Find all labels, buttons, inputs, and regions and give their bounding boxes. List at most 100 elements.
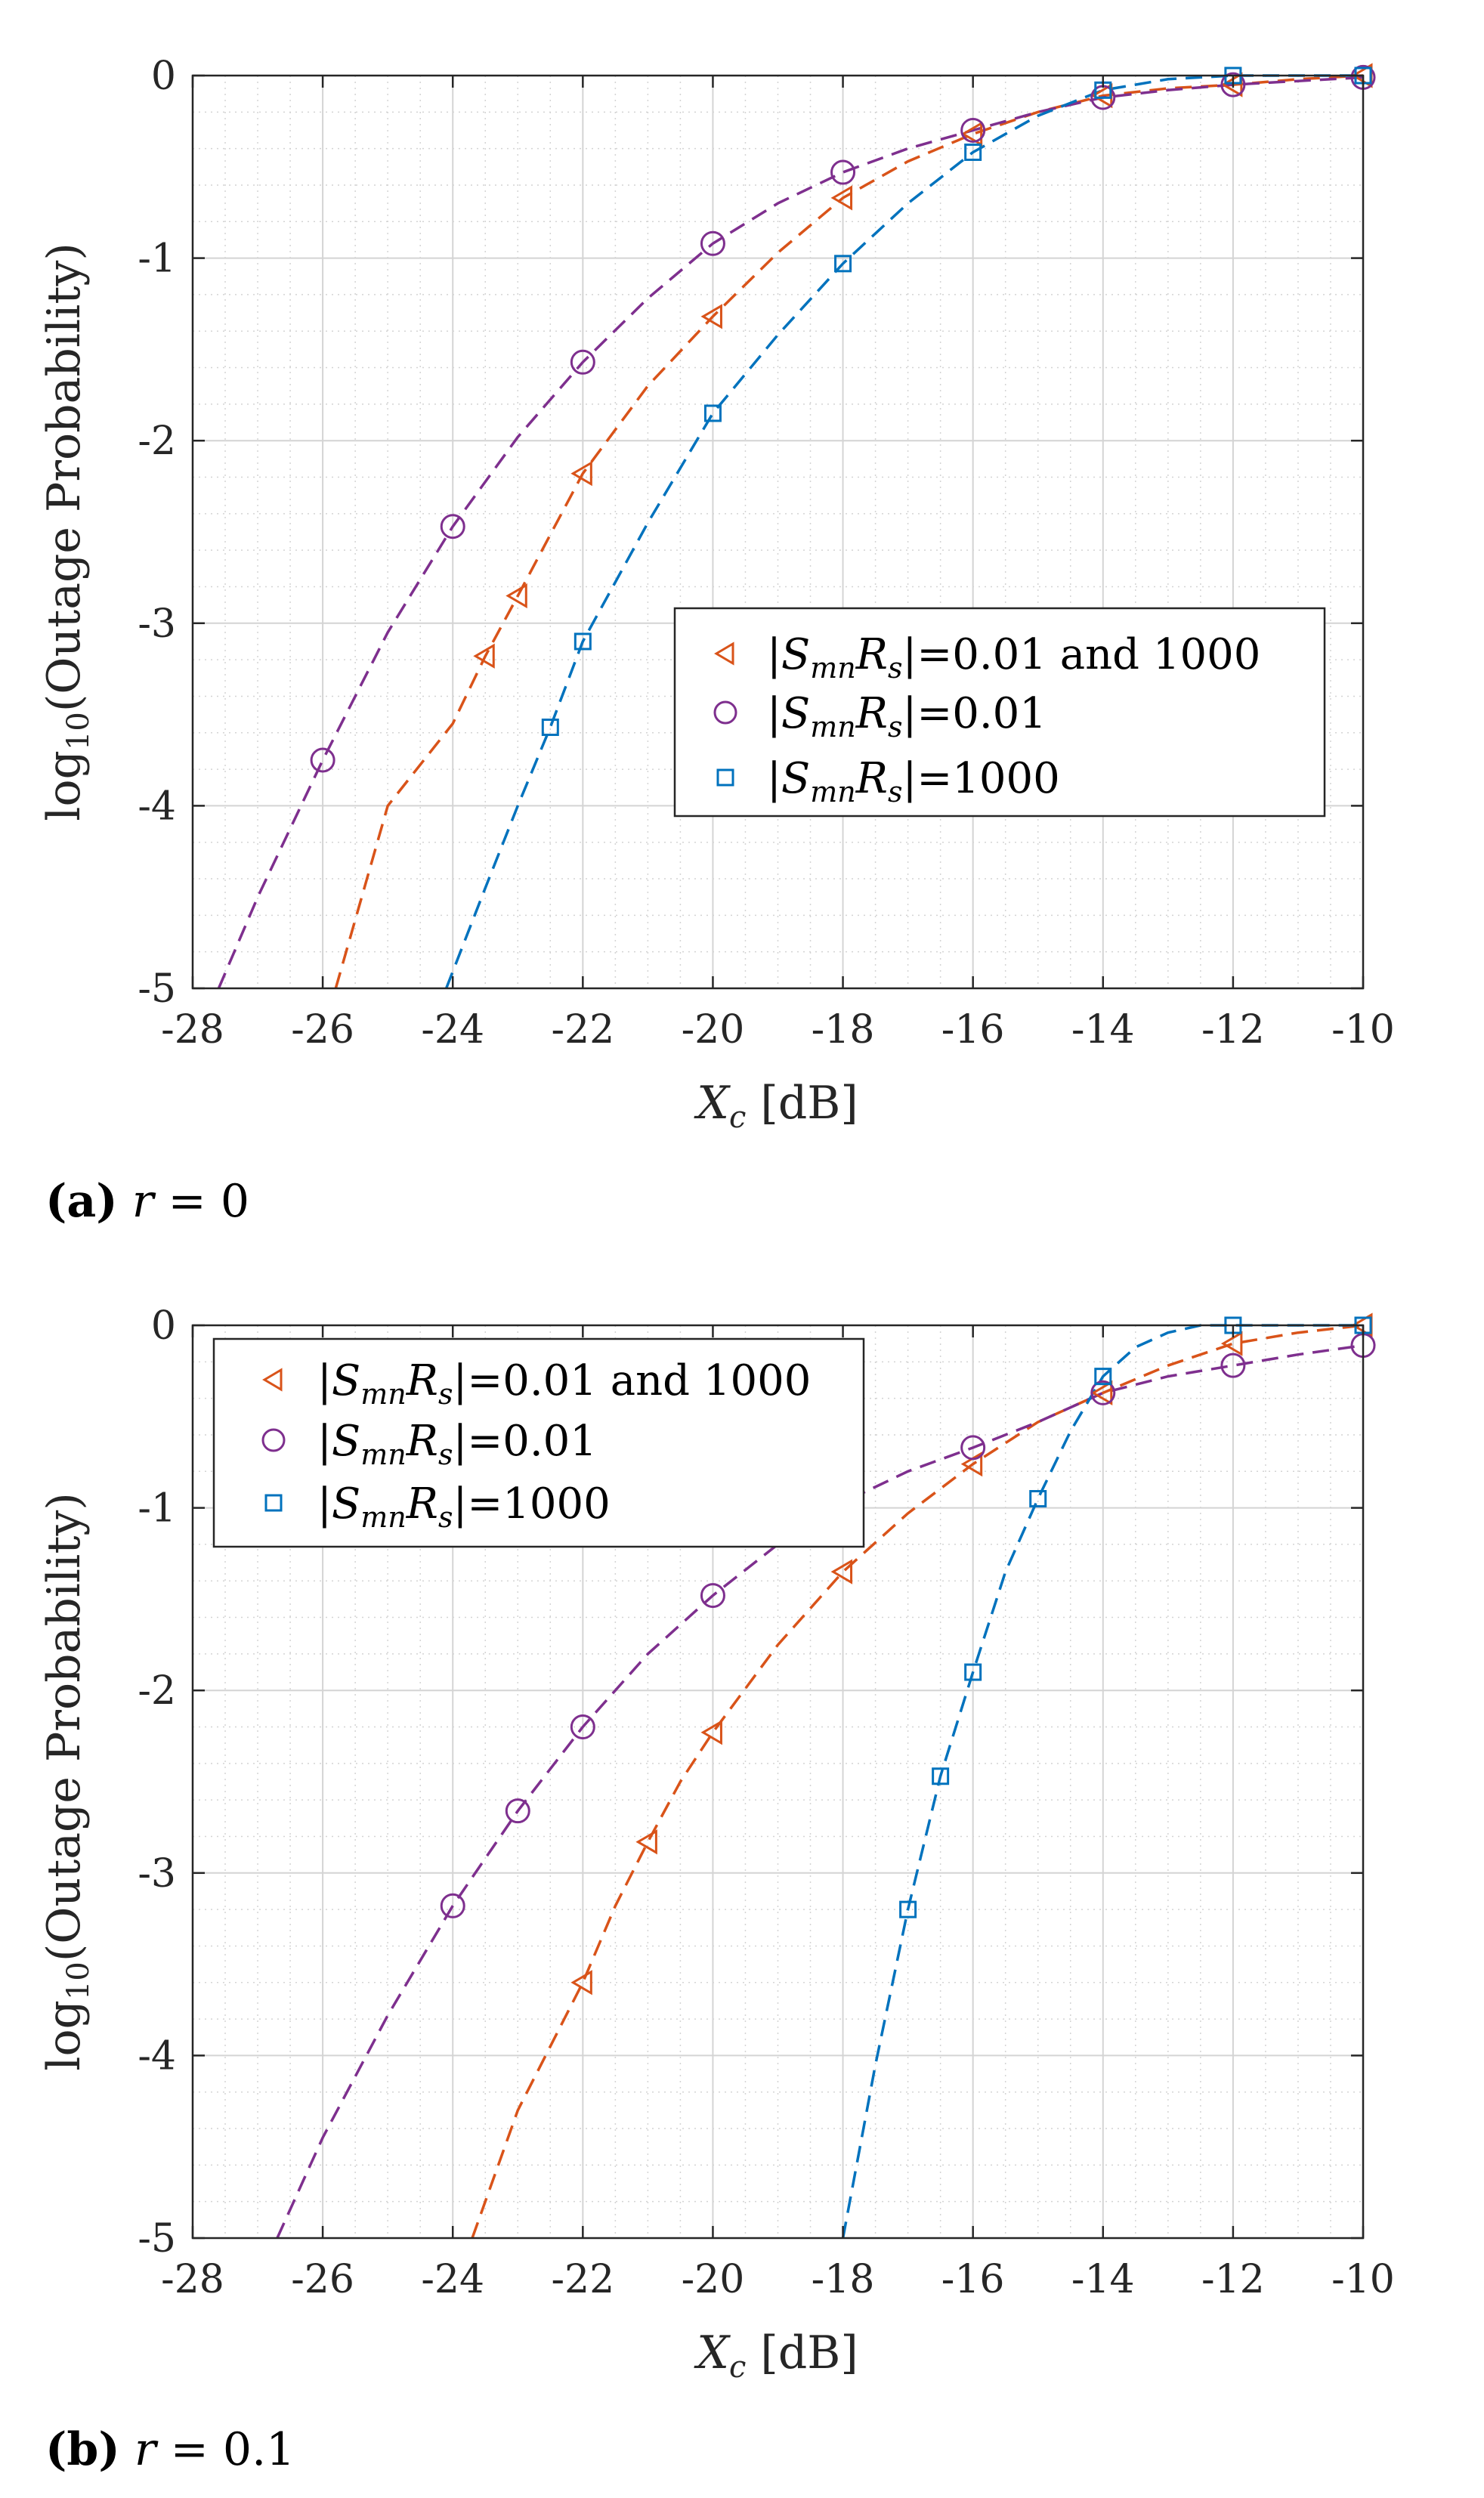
- data-point-circle: [310, 747, 335, 773]
- data-point-circle: [700, 230, 725, 256]
- legend-box: [212, 1337, 865, 1548]
- data-point-square: [541, 719, 559, 737]
- x-tick-label: -20: [682, 2257, 745, 2302]
- legend-entry-blue: |SmnRs|=1000: [317, 1479, 611, 1534]
- data-point-square: [932, 1767, 950, 1785]
- data-point-triangle: [635, 1829, 657, 1855]
- y-tick-label: -4: [138, 784, 176, 829]
- x-tick-label: -18: [812, 2257, 875, 2302]
- subcaption-b-label: (b): [45, 2423, 120, 2476]
- fit-curves: [217, 74, 1364, 989]
- data-point-triangle: [1090, 1380, 1113, 1406]
- legend-marker-square: [264, 1494, 283, 1512]
- y-tick-label: 0: [151, 54, 176, 99]
- chart-panel-b: -28 -26 -24 -22 -20 -18 -16 -14 -12 -10 0 -1 -2 -3 -4…: [38, 1303, 1395, 2476]
- legend-marker-circle: [261, 1428, 286, 1452]
- legend-marker-square: [716, 768, 734, 787]
- plot-area-background: [193, 76, 1363, 988]
- y-tick-label: -5: [138, 966, 176, 1012]
- curve-triangle-left: [334, 74, 1364, 989]
- x-tick-label: -20: [682, 1007, 745, 1053]
- y-tick-label: 0: [151, 1303, 176, 1349]
- chart-panel-a: -28 -26 -24 -22 -20 -18 -16 -14 -12 -10 0 -1 -2 -3 -4…: [38, 54, 1395, 1228]
- x-tick-label: -16: [941, 1007, 1005, 1053]
- plot-area-frame: [191, 74, 1365, 990]
- y-tick-label: -5: [138, 2216, 176, 2261]
- data-point-triangle: [505, 583, 527, 609]
- legend-entry-purple: |SmnRs|=0.01: [317, 1417, 597, 1471]
- data-point-circle: [700, 1583, 725, 1609]
- minor-grid: [193, 76, 1363, 988]
- data-point-square: [964, 143, 982, 161]
- data-point-circle: [440, 1893, 465, 1918]
- x-tick-label: -28: [161, 2257, 224, 2302]
- data-point-square: [703, 404, 722, 422]
- data-point-circle: [960, 1435, 986, 1461]
- data-point-circle: [505, 1798, 530, 1824]
- data-point-square: [899, 1900, 917, 1918]
- legend-marker-triangle: [714, 642, 734, 666]
- data-point-triangle: [473, 643, 495, 669]
- data-point-circle: [960, 117, 986, 143]
- x-tick-label: -28: [161, 1007, 224, 1053]
- data-point-triangle: [1220, 1331, 1243, 1356]
- x-tick-label: -24: [421, 1007, 484, 1053]
- legend-box: [673, 607, 1326, 818]
- x-tick-label: -22: [551, 1007, 614, 1053]
- x-tick-label: -16: [941, 2257, 1005, 2302]
- data-point-triangle: [830, 185, 853, 211]
- y-axis-label: log10(Outage Probability): [38, 243, 96, 821]
- data-point-square: [1029, 1490, 1047, 1508]
- x-tick-label: -26: [291, 1007, 354, 1053]
- subcaption-a: (a) r = 0: [45, 1175, 249, 1228]
- x-tick-label: -10: [1331, 1007, 1395, 1053]
- axis-ticks: [191, 74, 1365, 990]
- x-tick-labels: -28 -26 -24 -22 -20 -18 -16 -14 -12 -10: [161, 1007, 1395, 1053]
- x-axis-label: Xc [dB]: [694, 2326, 858, 2385]
- data-point-circle: [1220, 1353, 1246, 1378]
- x-tick-labels: -28 -26 -24 -22 -20 -18 -16 -14 -12 -10: [161, 2257, 1395, 2302]
- x-tick-label: -14: [1071, 1007, 1135, 1053]
- curve-square: [444, 74, 1363, 989]
- x-tick-label: -24: [421, 2257, 484, 2302]
- y-tick-label: -2: [138, 1668, 176, 1714]
- data-point-circle: [1220, 72, 1246, 97]
- data-point-circle: [830, 159, 856, 185]
- y-tick-label: -4: [138, 2033, 176, 2079]
- plot-area-frame: [191, 1324, 1365, 2240]
- y-tick-label: -3: [138, 1851, 176, 1897]
- legend: |SmnRs|=0.01 and 1000 |SmnRs|=0.01 |SmnR…: [212, 1337, 865, 1548]
- y-tick-label: -1: [138, 1486, 176, 1532]
- x-axis-label: Xc [dB]: [694, 1077, 858, 1135]
- x-tick-label: -12: [1201, 2257, 1265, 2302]
- y-tick-label: -1: [138, 237, 176, 282]
- y-tick-label: -3: [138, 601, 176, 647]
- legend-marker-triangle: [262, 1368, 283, 1392]
- y-tick-label: -2: [138, 419, 176, 464]
- data-point-circle: [570, 349, 595, 375]
- x-tick-label: -22: [551, 2257, 614, 2302]
- data-point-circle: [1090, 1380, 1116, 1405]
- subcaption-b: (b) r = 0.1: [45, 2423, 295, 2476]
- data-point-square: [1094, 1368, 1112, 1386]
- data-point-triangle: [570, 461, 592, 487]
- x-tick-label: -14: [1071, 2257, 1135, 2302]
- data-point-triangle: [830, 1559, 853, 1584]
- y-tick-labels: 0 -1 -2 -3 -4 -5: [138, 1303, 176, 2261]
- axis-ticks: [191, 1324, 1365, 2240]
- data-markers: [310, 63, 1376, 773]
- legend-marker-circle: [713, 700, 737, 725]
- x-tick-label: -12: [1201, 1007, 1265, 1053]
- y-axis-label: log10(Outage Probability): [38, 1492, 96, 2071]
- data-point-triangle: [700, 1720, 722, 1745]
- subcaption-a-label: (a): [45, 1175, 118, 1228]
- curve-triangle-left: [471, 1324, 1364, 2239]
- data-point-triangle: [700, 304, 722, 329]
- data-markers: [440, 1312, 1376, 1996]
- data-point-square: [834, 255, 852, 273]
- data-point-triangle: [960, 121, 983, 147]
- legend: |SmnRs|=0.01 and 1000 |SmnRs|=0.01 |SmnR…: [673, 607, 1326, 818]
- data-point-square: [574, 632, 592, 651]
- x-tick-label: -18: [812, 1007, 875, 1053]
